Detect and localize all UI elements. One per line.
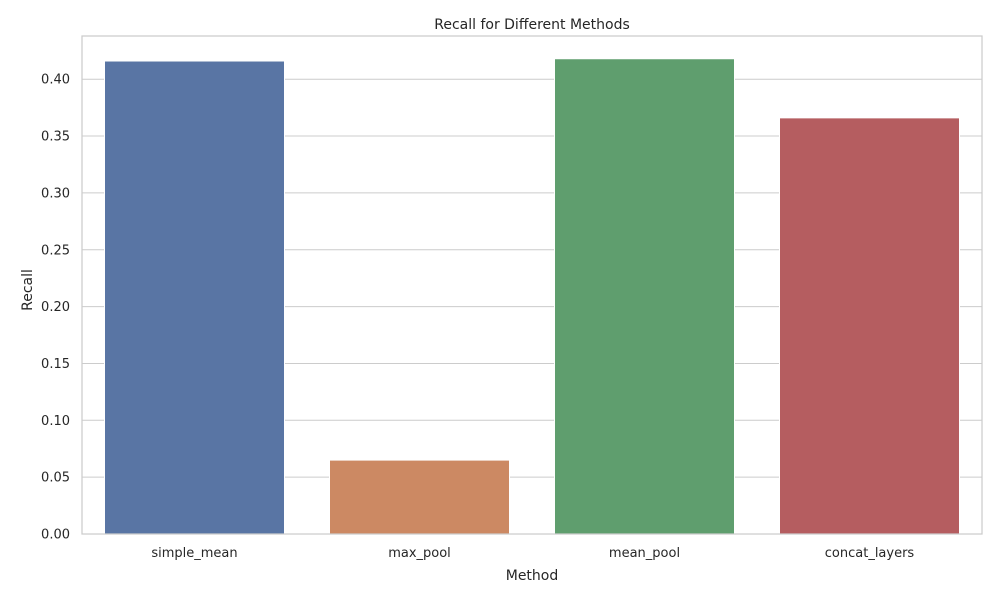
x-tick-label: concat_layers [825,546,915,561]
x-axis-label: Method [506,568,559,584]
y-tick-label: 0.40 [41,73,70,88]
bars [104,58,960,535]
x-tick-label: simple_mean [151,546,237,561]
y-tick-label: 0.10 [41,414,70,429]
y-tick-label: 0.25 [41,243,70,258]
y-tick-label: 0.35 [41,130,70,145]
bar-mean-pool [554,58,735,535]
y-tick-labels: 0.00 0.05 0.10 0.15 0.20 0.25 0.30 0.35 0.40 [41,73,70,543]
plot-frame [81,35,983,535]
y-tick-label: 0.00 [41,528,70,543]
chart-title: Recall for Different Methods [434,17,630,33]
x-tick-label: max_pool [388,546,451,561]
bar-simple-mean [104,60,285,535]
y-tick-label: 0.20 [41,300,70,315]
y-axis-label: Recall [20,269,36,311]
x-tick-label: mean_pool [609,546,680,561]
x-tick-labels: simple_mean max_pool mean_pool concat_layer… [151,546,914,561]
y-tick-label: 0.05 [41,471,70,486]
y-tick-label: 0.15 [41,357,70,372]
y-tick-label: 0.30 [41,186,70,201]
bar-concat-layers [779,117,960,535]
bar-max-pool [329,459,510,535]
